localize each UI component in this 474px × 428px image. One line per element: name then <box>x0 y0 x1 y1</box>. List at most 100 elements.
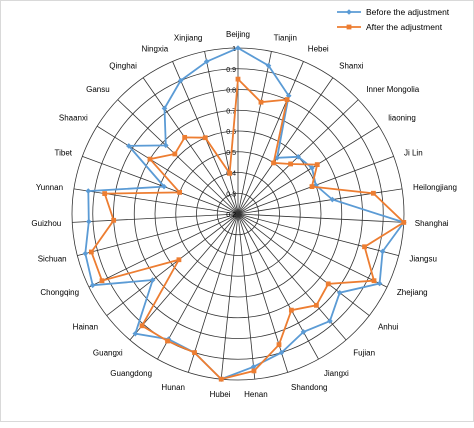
category-label: Guangxi <box>93 348 123 357</box>
data-point <box>313 302 319 308</box>
category-label: Fujian <box>353 348 375 357</box>
data-point <box>278 349 285 356</box>
data-point <box>163 142 169 149</box>
data-point <box>203 58 210 65</box>
data-point <box>176 257 182 263</box>
radial-tick-label: 0.8 <box>226 88 236 95</box>
grid-spoke <box>237 213 256 380</box>
data-point <box>271 160 276 166</box>
category-labels: Beijing Tianjin Hebei Shanxi Inner Mongolia l… <box>31 30 457 399</box>
series-line <box>84 46 406 381</box>
data-point <box>147 156 153 162</box>
category-label: Shaanxi <box>59 113 88 122</box>
data-point <box>325 281 331 287</box>
grid-spoke <box>237 213 319 360</box>
data-point <box>149 277 156 283</box>
grid-spoke <box>129 213 239 341</box>
grid-spoke <box>220 213 239 380</box>
grid-spoke <box>82 155 239 215</box>
data-point <box>182 134 188 140</box>
data-point <box>85 218 92 225</box>
grid-spoke <box>88 213 239 288</box>
radial-tick-labels: 0.20.30.40.50.60.70.80.91 <box>226 46 236 219</box>
data-point <box>89 282 96 289</box>
data-point <box>313 182 319 188</box>
category-label: Qinghai <box>109 62 137 71</box>
grid-spoke <box>96 125 239 215</box>
grid-spoke <box>117 99 239 215</box>
data-point <box>276 342 282 348</box>
category-label: Ningxia <box>142 44 169 53</box>
data-point <box>177 189 183 195</box>
category-label: Gansu <box>86 85 110 94</box>
data-point <box>250 363 257 370</box>
category-label: liaoning <box>388 113 416 122</box>
data-point <box>227 170 233 176</box>
grid-spoke <box>237 77 334 215</box>
data-point <box>288 161 294 167</box>
data-point <box>82 250 89 257</box>
legend-marker <box>346 24 352 30</box>
grid-spoke <box>237 213 388 288</box>
grid-spoke <box>157 213 239 360</box>
data-point <box>379 248 386 255</box>
data-point <box>161 183 167 190</box>
data-point <box>284 97 290 102</box>
series-layer <box>82 45 407 382</box>
data-point <box>132 330 139 337</box>
category-label: Zhejiang <box>397 288 428 297</box>
legend-label: Before the adjustment <box>366 7 450 17</box>
category-label: Jiangxi <box>324 369 349 378</box>
data-point <box>172 151 178 157</box>
data-point <box>102 191 108 196</box>
data-point <box>300 329 307 335</box>
grid-spoke <box>72 213 239 223</box>
category-label: Sichuan <box>38 254 67 263</box>
data-point <box>202 135 208 141</box>
series-2 <box>88 76 407 382</box>
grid-spoke <box>237 213 404 223</box>
data-point <box>235 76 241 82</box>
category-label: Guizhou <box>31 219 61 228</box>
radial-tick-label: 0.2 <box>226 212 236 219</box>
data-point <box>161 105 168 112</box>
data-point <box>327 318 333 324</box>
data-point <box>285 92 292 99</box>
data-point <box>309 184 315 190</box>
category-label: Henan <box>244 390 268 399</box>
data-point <box>251 368 257 374</box>
grid-spoke <box>73 188 239 215</box>
data-point <box>336 289 343 296</box>
radial-tick-label: 0.3 <box>226 191 236 198</box>
category-label: Hunan <box>161 383 185 392</box>
radial-tick-label: 0.7 <box>226 108 236 115</box>
data-point <box>309 165 315 171</box>
radial-tick-label: 0.6 <box>226 129 236 136</box>
data-point <box>218 376 224 382</box>
category-label: Shandong <box>291 383 327 392</box>
data-point <box>295 154 301 160</box>
category-label: Ji Lin <box>404 149 423 158</box>
data-point <box>288 307 294 313</box>
category-label: Chongqing <box>40 288 79 297</box>
data-point <box>258 99 264 105</box>
data-point <box>371 278 377 284</box>
category-label: Tibet <box>55 149 73 158</box>
grid-spoke <box>237 61 304 215</box>
category-label: Hainan <box>73 322 98 331</box>
category-label: Tianjin <box>274 34 297 43</box>
category-label: Beijing <box>226 30 250 39</box>
radial-tick-label: 0.9 <box>226 67 236 74</box>
data-point <box>362 244 367 250</box>
radar-spokes <box>72 48 404 380</box>
data-point <box>192 350 197 355</box>
data-point <box>99 278 105 284</box>
grid-spoke <box>142 77 239 215</box>
category-label: Hebei <box>308 44 329 53</box>
data-point <box>139 323 145 329</box>
grid-spoke <box>77 213 239 256</box>
grid-spoke <box>187 213 239 373</box>
data-point <box>126 143 132 149</box>
